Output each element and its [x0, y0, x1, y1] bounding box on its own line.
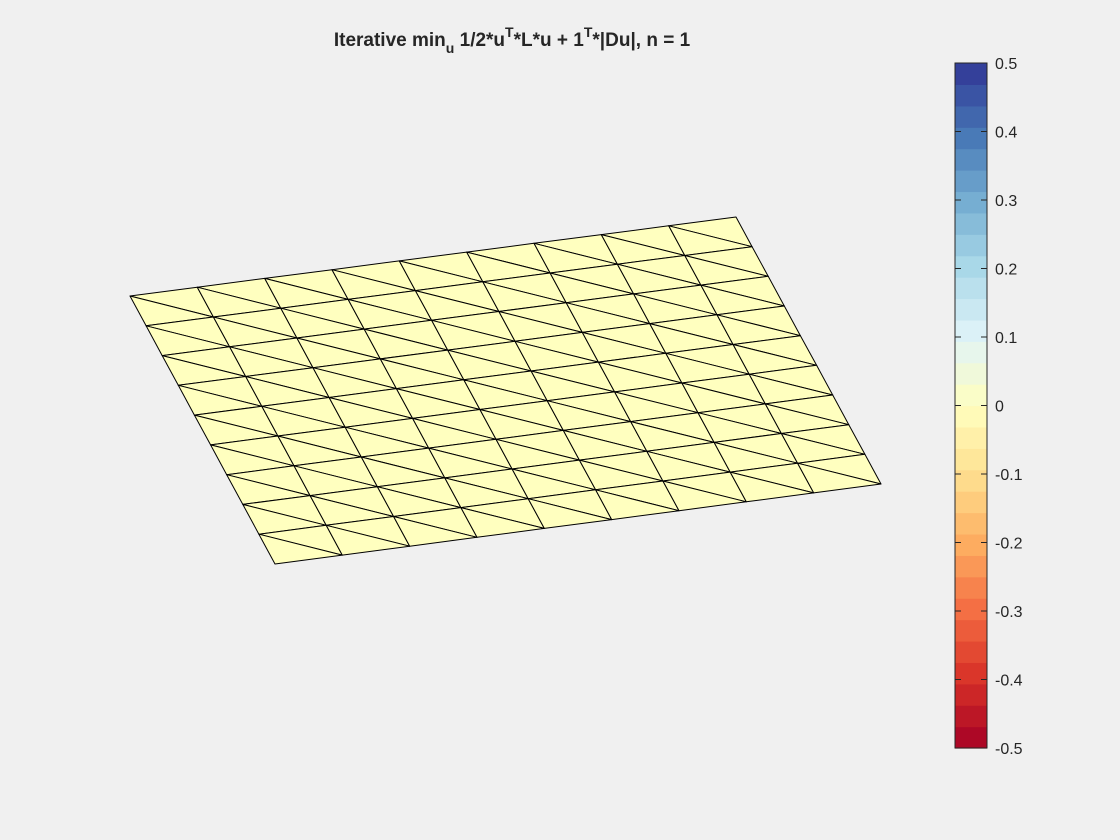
- colorbar-segment: [955, 84, 987, 107]
- mesh-triangle-r8-c1-1: [325, 524, 411, 556]
- title-part3: *L*u + 1: [514, 30, 585, 51]
- title-part4: *|Du|, n = 1: [592, 30, 690, 51]
- colorbar-segment: [955, 191, 987, 214]
- colorbar-segment: [955, 384, 987, 407]
- colorbar-segment: [955, 640, 987, 663]
- mesh-triangle-r8-c0-1: [258, 533, 343, 565]
- title-main: Iterative min: [334, 30, 446, 51]
- colorbar-tick-label: 0: [995, 399, 1004, 416]
- title-superscript-t2: T: [584, 24, 593, 40]
- colorbar-tick-label: 0.3: [995, 193, 1017, 210]
- colorbar-segment: [955, 63, 987, 86]
- mesh-triangle-r8-c3-1: [460, 507, 545, 538]
- colorbar-segment: [955, 148, 987, 171]
- colorbar-tick-label: -0.3: [995, 604, 1023, 621]
- colorbar-segment: [955, 491, 987, 514]
- colorbar-segment: [955, 255, 987, 278]
- mesh-triangle-r8-c7-1: [729, 471, 815, 503]
- colorbar-segment: [955, 212, 987, 235]
- chart-title: Iterative minu 1/2*uT*L*u + 1T*|Du|, n =…: [334, 24, 691, 56]
- colorbar-segment: [955, 405, 987, 428]
- colorbar-segment: [955, 555, 987, 578]
- colorbar-segment: [955, 705, 987, 728]
- colorbar-tick-label: 0.4: [995, 125, 1017, 142]
- mesh-triangle-r8-c8-1: [797, 462, 882, 494]
- colorbar-segment: [955, 362, 987, 385]
- colorbar-tick-label: 0.2: [995, 262, 1017, 279]
- mesh-triangle-r8-c2-1: [393, 516, 478, 547]
- colorbar-segment: [955, 127, 987, 150]
- title-subscript-u: u: [446, 40, 455, 56]
- colorbar-segment: [955, 277, 987, 300]
- surface-mesh: [129, 216, 882, 565]
- mesh-triangle-r8-c5-1: [595, 489, 680, 521]
- colorbar: 0.5 0.4 0.3 0.2 0.1 0 -0.1 -0.2 -0.3 -0.4 -0.5: [954, 56, 1023, 758]
- colorbar-tick-label: -0.4: [995, 673, 1023, 690]
- colorbar-segment: [955, 512, 987, 535]
- colorbar-segment: [955, 319, 987, 342]
- colorbar-segment: [955, 533, 987, 556]
- colorbar-segment: [955, 341, 987, 364]
- colorbar-tick-label: 0.1: [995, 330, 1017, 347]
- colorbar-tick-label: -0.1: [995, 467, 1023, 484]
- colorbar-segment: [955, 619, 987, 642]
- mesh-triangle-r8-c4-1: [527, 498, 613, 529]
- colorbar-tick-label: -0.2: [995, 536, 1023, 553]
- colorbar-segment: [955, 234, 987, 257]
- colorbar-segment: [955, 726, 987, 749]
- colorbar-segment: [955, 576, 987, 599]
- title-superscript-t1: T: [505, 24, 514, 40]
- colorbar-segment: [955, 448, 987, 471]
- colorbar-segment: [955, 683, 987, 706]
- colorbar-segment: [955, 105, 987, 128]
- colorbar-segment: [955, 469, 987, 492]
- colorbar-segment: [955, 426, 987, 449]
- colorbar-segment: [955, 662, 987, 685]
- mesh-triangle-r8-c6-1: [662, 480, 747, 512]
- colorbar-segment: [955, 170, 987, 193]
- colorbar-tick-label: 0.5: [995, 56, 1017, 73]
- title-part2: 1/2*u: [454, 30, 505, 51]
- colorbar-segment: [955, 598, 987, 621]
- colorbar-segment: [955, 298, 987, 321]
- colorbar-tick-label: -0.5: [995, 741, 1023, 758]
